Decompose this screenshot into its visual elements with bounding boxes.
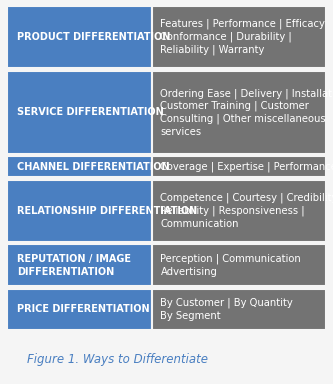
Text: CHANNEL DIFFERENTIATION: CHANNEL DIFFERENTIATION	[17, 162, 169, 172]
Text: Figure 1. Ways to Differentiate: Figure 1. Ways to Differentiate	[27, 353, 208, 366]
Text: By Customer | By Quantity
By Segment: By Customer | By Quantity By Segment	[161, 298, 293, 321]
Text: Features | Performance | Efficacy
Conformance | Durability |
Reliability | Warra: Features | Performance | Efficacy Confor…	[161, 19, 325, 55]
Text: PRODUCT DIFFERENTIATION: PRODUCT DIFFERENTIATION	[17, 32, 170, 42]
Bar	[7, 245, 152, 286]
Bar	[152, 6, 326, 68]
Text: REPUTATION / IMAGE
DIFFERENTIATION: REPUTATION / IMAGE DIFFERENTIATION	[17, 254, 131, 276]
Bar	[152, 288, 326, 330]
Bar	[7, 288, 152, 330]
Bar	[152, 71, 326, 154]
Bar	[152, 180, 326, 242]
Text: RELATIONSHIP DIFFERENTIATION: RELATIONSHIP DIFFERENTIATION	[17, 206, 197, 216]
Text: PRICE DIFFERENTIATION: PRICE DIFFERENTIATION	[17, 305, 149, 314]
Bar	[7, 180, 152, 242]
Bar	[7, 156, 152, 177]
Bar	[152, 156, 326, 177]
Text: Competence | Courtesy | Credibility
Reliability | Responsiveness |
Communication: Competence | Courtesy | Credibility Reli…	[161, 193, 333, 229]
Bar	[152, 245, 326, 286]
Text: Coverage | Expertise | Performance: Coverage | Expertise | Performance	[161, 162, 333, 172]
Text: Perception | Communication
Advertising: Perception | Communication Advertising	[161, 254, 301, 277]
Text: Ordering Ease | Delivery | Installation
Customer Training | Customer
Consulting : Ordering Ease | Delivery | Installation …	[161, 88, 333, 137]
Text: SERVICE DIFFERENTIATION: SERVICE DIFFERENTIATION	[17, 108, 164, 118]
Bar	[7, 71, 152, 154]
Bar	[7, 6, 152, 68]
